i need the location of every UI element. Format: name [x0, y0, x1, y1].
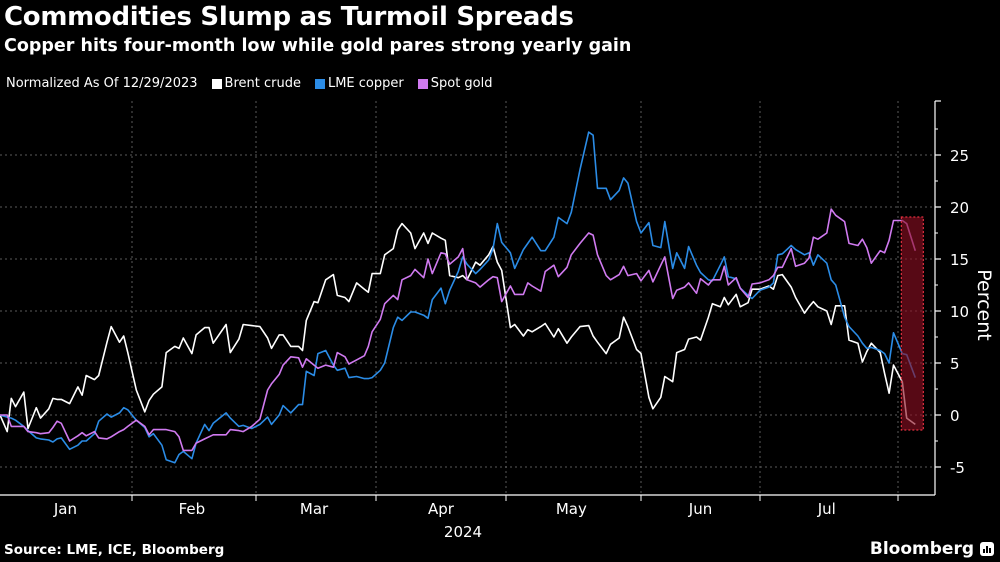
legend-item-copper: LME copper	[314, 76, 404, 91]
y-tick-label: 5	[950, 355, 960, 373]
series-line-spot-gold	[0, 208, 917, 452]
y-tick-label: 10	[950, 303, 969, 321]
legend: Normalized As Of 12/29/2023 Brent crude …	[6, 76, 493, 91]
x-axis-year-label: 2024	[444, 523, 482, 541]
y-tick-label: 15	[950, 251, 969, 269]
x-tick-label: Mar	[300, 500, 329, 518]
legend-label: Spot gold	[430, 76, 493, 91]
brand-name: Bloomberg	[869, 539, 974, 559]
x-tick-label: Jan	[53, 500, 77, 518]
grid	[0, 101, 935, 495]
series-line-lme-copper	[0, 131, 917, 464]
legend-swatch-gold	[417, 78, 428, 89]
legend-item-gold: Spot gold	[417, 76, 493, 91]
x-tick-label: Apr	[428, 500, 455, 518]
legend-note: Normalized As Of 12/29/2023	[6, 76, 198, 91]
y-axis-label: Percent	[973, 269, 995, 341]
y-tick-label: 25	[950, 147, 969, 165]
bloomberg-logo: Bloomberg	[870, 539, 994, 559]
y-tick-label: -5	[950, 459, 965, 477]
legend-item-brent: Brent crude	[211, 76, 301, 91]
y-tick-label: 20	[950, 199, 969, 217]
axes: -5 0 5 10 15 20 25 Jan Feb Mar Apr May Jun Jul	[0, 100, 969, 518]
highlight-region	[900, 216, 924, 431]
x-tick-label: Jun	[688, 500, 712, 518]
x-tick-label: Jul	[817, 500, 836, 518]
x-tick-label: May	[556, 500, 587, 518]
series-line-brent-crude	[0, 222, 916, 433]
series-lines	[0, 131, 917, 464]
legend-swatch-brent	[211, 78, 222, 89]
x-tick-label: Feb	[179, 500, 206, 518]
chart-subtitle: Copper hits four-month low while gold pa…	[4, 36, 632, 56]
source-note: Source: LME, ICE, Bloomberg	[4, 542, 225, 558]
bloomberg-chart-icon	[980, 542, 994, 556]
y-tick-label: 0	[950, 407, 960, 425]
legend-swatch-copper	[314, 78, 325, 89]
legend-label: Brent crude	[224, 76, 301, 91]
highlight-box	[900, 216, 924, 431]
legend-label: LME copper	[327, 76, 404, 91]
chart-title: Commodities Slump as Turmoil Spreads	[4, 2, 574, 32]
